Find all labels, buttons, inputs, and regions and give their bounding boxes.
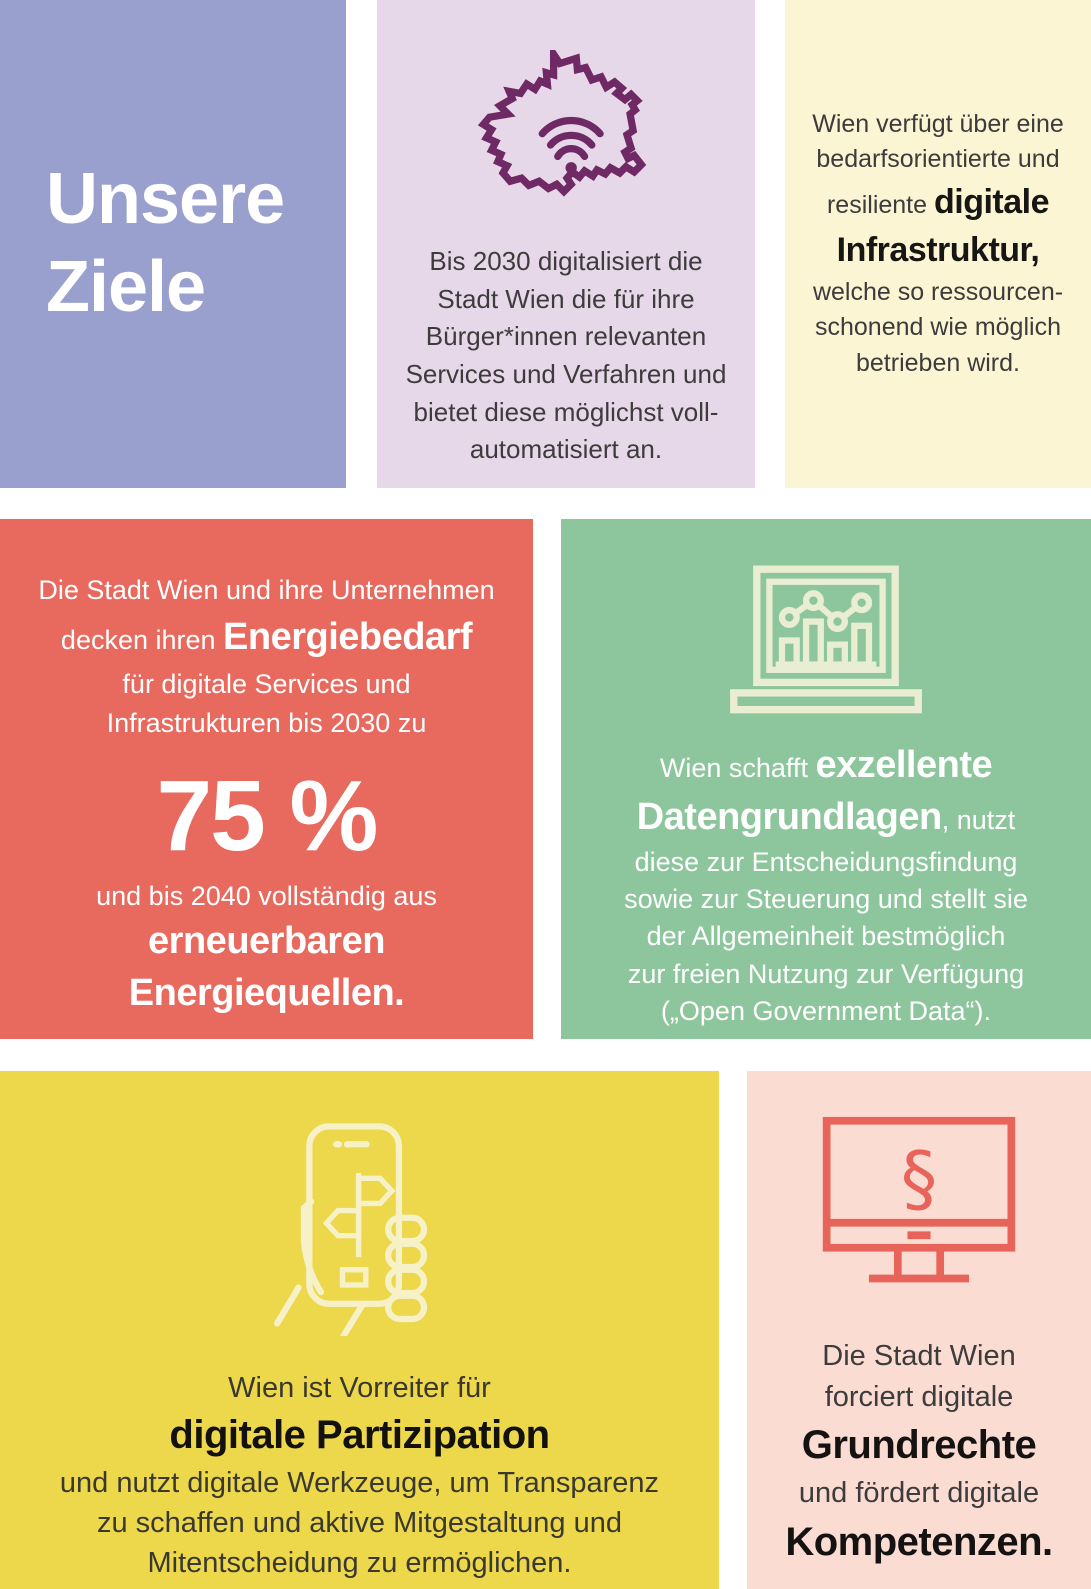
energy-goal-text-top: Die Stadt Wien und ihre Unternehmen decke… bbox=[38, 575, 495, 739]
title-line-1: Unsere bbox=[46, 159, 285, 240]
page-title: Unsere Ziele bbox=[46, 156, 285, 332]
tile-digital-infrastructure: Wien verfügt über eine bedarfsorientierte… bbox=[785, 0, 1091, 488]
energy-goal-text-bottom: und bis 2040 vollständig aus erneuerbaren… bbox=[96, 880, 437, 1015]
tile-goals: Unsere Ziele bbox=[0, 0, 346, 488]
data-goal-text: Wien schafft exzellente Datengrundlagen, … bbox=[624, 744, 1028, 1026]
tile-energy: Die Stadt Wien und ihre Unternehmen decke… bbox=[0, 519, 533, 1039]
participation-goal-text: Wien ist Vorreiter für digitale Partizipa… bbox=[59, 1372, 660, 1580]
hand-smartphone-icon bbox=[252, 1121, 467, 1336]
tile-participation: Wien ist Vorreiter für digitale Partizipa… bbox=[0, 1071, 719, 1589]
tile-digital-services: Bis 2030 digitalisiert die Stadt Wien die… bbox=[377, 0, 755, 488]
services-goal-text: Bis 2030 digitalisiert die Stadt Wien die… bbox=[405, 246, 727, 465]
paragraph-symbol: § bbox=[901, 1137, 938, 1222]
infrastructure-goal-text: Wien verfügt über eine bedarfsorientierte… bbox=[812, 109, 1064, 377]
vienna-map-wifi-icon bbox=[478, 50, 654, 205]
laptop-chart-icon bbox=[721, 565, 931, 717]
rights-goal-text: Die Stadt Wien forciert digitale Grundrech… bbox=[785, 1340, 1053, 1564]
title-line-2: Ziele bbox=[46, 247, 206, 327]
energy-percentage-value: 75 % bbox=[156, 759, 379, 872]
monitor-paragraph-icon: § bbox=[813, 1115, 1025, 1292]
tile-digital-rights: § Die Stadt Wien forciert digitale Grundre… bbox=[747, 1071, 1091, 1589]
tile-data-foundations: Wien schafft exzellente Datengrundlagen, … bbox=[561, 519, 1091, 1039]
